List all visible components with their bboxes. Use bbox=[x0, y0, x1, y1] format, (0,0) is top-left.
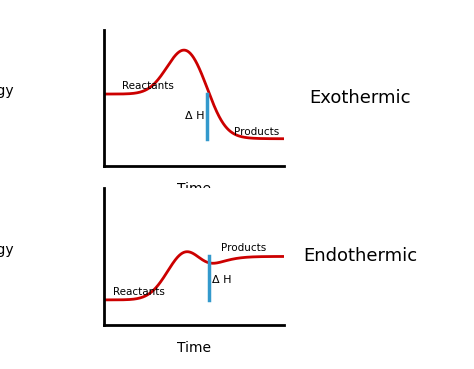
Text: Products: Products bbox=[221, 244, 266, 254]
Text: Reactants: Reactants bbox=[113, 287, 165, 297]
Text: Energy: Energy bbox=[0, 84, 14, 98]
Text: Δ H: Δ H bbox=[185, 111, 205, 121]
Text: Energy: Energy bbox=[0, 243, 14, 256]
Text: Exothermic: Exothermic bbox=[310, 89, 411, 107]
Text: Time: Time bbox=[177, 182, 211, 196]
Text: Δ H: Δ H bbox=[212, 275, 232, 285]
Text: Endothermic: Endothermic bbox=[303, 248, 417, 265]
Text: Reactants: Reactants bbox=[122, 81, 174, 91]
Text: Products: Products bbox=[234, 127, 279, 137]
Text: Time: Time bbox=[177, 341, 211, 355]
